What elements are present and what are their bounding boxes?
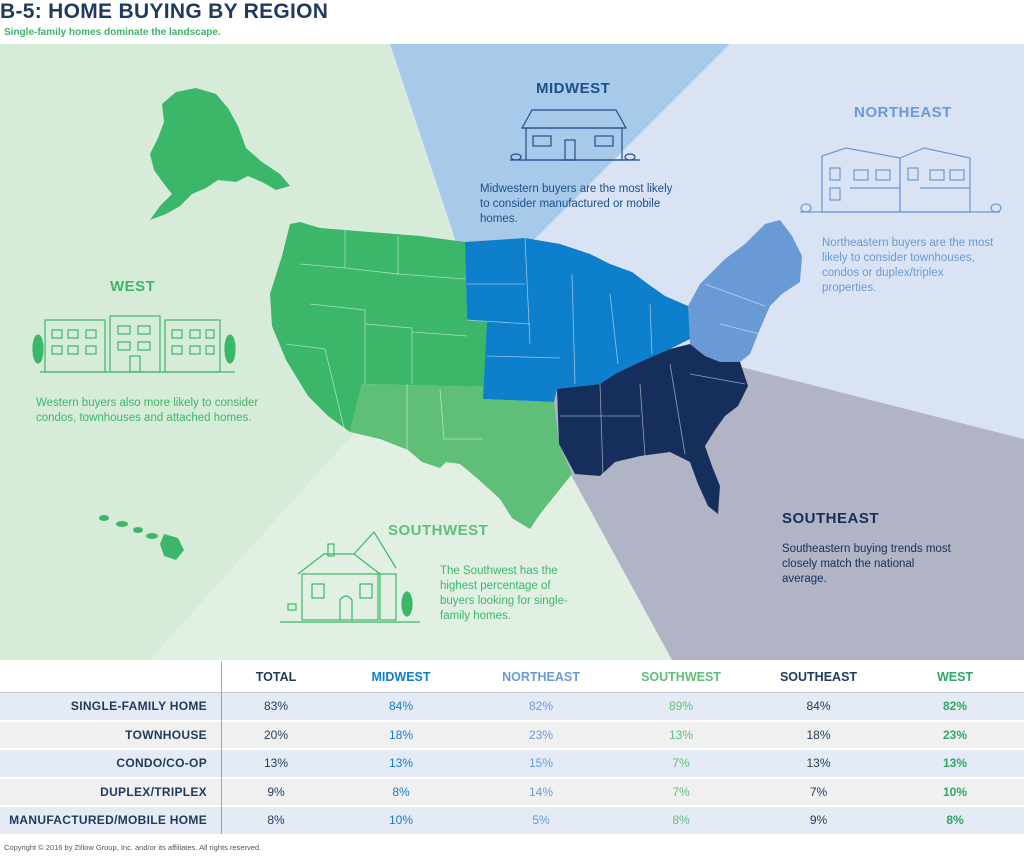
table-cell: 10%	[331, 806, 471, 836]
hawaii-shape	[99, 515, 184, 560]
midwest-region-shape	[465, 238, 695, 402]
region-title-midwest: MIDWEST	[536, 80, 611, 97]
table-body: SINGLE-FAMILY HOME 83% 84% 82% 89% 84% 82% TOWN…	[0, 692, 1024, 836]
southwest-region-shape	[350, 384, 572, 529]
west-region-shape	[270, 222, 487, 432]
region-desc-southeast: Southeastern buying trends most closely …	[782, 543, 951, 585]
table-row-label: DUPLEX/TRIPLEX	[0, 777, 221, 807]
table-header-cell: SOUTHWEST	[611, 662, 751, 693]
table-cell: 84%	[331, 692, 471, 722]
region-desc-northeast: Northeastern buyers are the most likely …	[822, 237, 994, 294]
table-cell: 7%	[611, 777, 751, 807]
table-cell: 13%	[751, 749, 886, 779]
table-header-cell: MIDWEST	[331, 662, 471, 693]
table-row-label: CONDO/CO-OP	[0, 749, 221, 779]
table-cell: 7%	[611, 749, 751, 779]
table-row-label: SINGLE-FAMILY HOME	[0, 692, 221, 722]
single-family-house-icon	[280, 531, 420, 623]
table-cell: 9%	[751, 806, 886, 836]
table-cell: 10%	[886, 777, 1024, 807]
table-cell: 8%	[611, 806, 751, 836]
table-header-row: TOTAL MIDWEST NORTHEAST SOUTHWEST SOUTHE…	[0, 662, 1024, 693]
table-row: CONDO/CO-OP 13% 13% 15% 7% 13% 13%	[0, 749, 1024, 779]
table-cell: 7%	[751, 777, 886, 807]
table-cell: 13%	[331, 749, 471, 779]
single-story-house-icon	[510, 109, 640, 161]
table-cell: 13%	[611, 720, 751, 750]
region-map: WEST Western buyers also more likely to …	[0, 44, 1024, 660]
table-cell: 20%	[221, 720, 331, 750]
table-cell: 9%	[221, 777, 331, 807]
table-cell: 14%	[471, 777, 611, 807]
table-cell: 23%	[471, 720, 611, 750]
region-title-west: WEST	[110, 278, 156, 295]
table-cell: 83%	[221, 692, 331, 722]
table-cell: 18%	[331, 720, 471, 750]
page-title: B-5: HOME BUYING BY REGION	[0, 0, 329, 23]
table-cell: 13%	[221, 749, 331, 779]
table-cell: 23%	[886, 720, 1024, 750]
table-cell: 82%	[471, 692, 611, 722]
northeast-region-shape	[688, 220, 802, 362]
apartment-building-icon	[32, 315, 236, 373]
table-row-label: TOWNHOUSE	[0, 720, 221, 750]
table-row: MANUFACTURED/MOBILE HOME 8% 10% 5% 8% 9% 8%	[0, 806, 1024, 836]
table-header-cell: WEST	[886, 662, 1024, 693]
region-desc-west: Western buyers also more likely to consi…	[36, 397, 259, 424]
region-comparison-table: TOTAL MIDWEST NORTHEAST SOUTHWEST SOUTHE…	[0, 662, 1024, 836]
southwest-wedge	[150, 299, 672, 660]
alaska-shape	[150, 88, 290, 220]
table-header-corner	[0, 662, 221, 693]
table-cell: 82%	[886, 692, 1024, 722]
table-cell: 13%	[886, 749, 1024, 779]
region-desc-midwest: Midwestern buyers are the most likely to…	[480, 183, 673, 225]
page-subtitle: Single-family homes dominate the landsca…	[4, 27, 221, 38]
table-row-label: MANUFACTURED/MOBILE HOME	[0, 806, 221, 836]
table-header-cell: SOUTHEAST	[751, 662, 886, 693]
table-cell: 15%	[471, 749, 611, 779]
copyright-text: Copyright © 2016 by Zillow Group, Inc. a…	[4, 843, 262, 852]
west-wedge	[0, 44, 475, 660]
table-cell: 18%	[751, 720, 886, 750]
map-graphic	[0, 44, 1024, 660]
table-cell: 84%	[751, 692, 886, 722]
region-title-southwest: SOUTHWEST	[388, 522, 489, 539]
table-row: DUPLEX/TRIPLEX 9% 8% 14% 7% 7% 10%	[0, 777, 1024, 807]
southeast-region-shape	[557, 344, 748, 514]
table-row: SINGLE-FAMILY HOME 83% 84% 82% 89% 84% 82%	[0, 692, 1024, 722]
table-header-cell: TOTAL	[221, 662, 331, 693]
table-cell: 89%	[611, 692, 751, 722]
region-title-southeast: SOUTHEAST	[782, 510, 880, 527]
midwest-wedge	[390, 44, 730, 299]
table-divider	[221, 662, 222, 834]
region-desc-southwest: The Southwest has the highest percentage…	[440, 565, 568, 622]
table-cell: 8%	[221, 806, 331, 836]
table-cell: 5%	[471, 806, 611, 836]
townhouse-icon	[800, 147, 1002, 213]
table-cell: 8%	[886, 806, 1024, 836]
region-title-northeast: NORTHEAST	[854, 104, 952, 121]
table-cell: 8%	[331, 777, 471, 807]
table-row: TOWNHOUSE 20% 18% 23% 13% 18% 23%	[0, 720, 1024, 750]
table-header-cell: NORTHEAST	[471, 662, 611, 693]
